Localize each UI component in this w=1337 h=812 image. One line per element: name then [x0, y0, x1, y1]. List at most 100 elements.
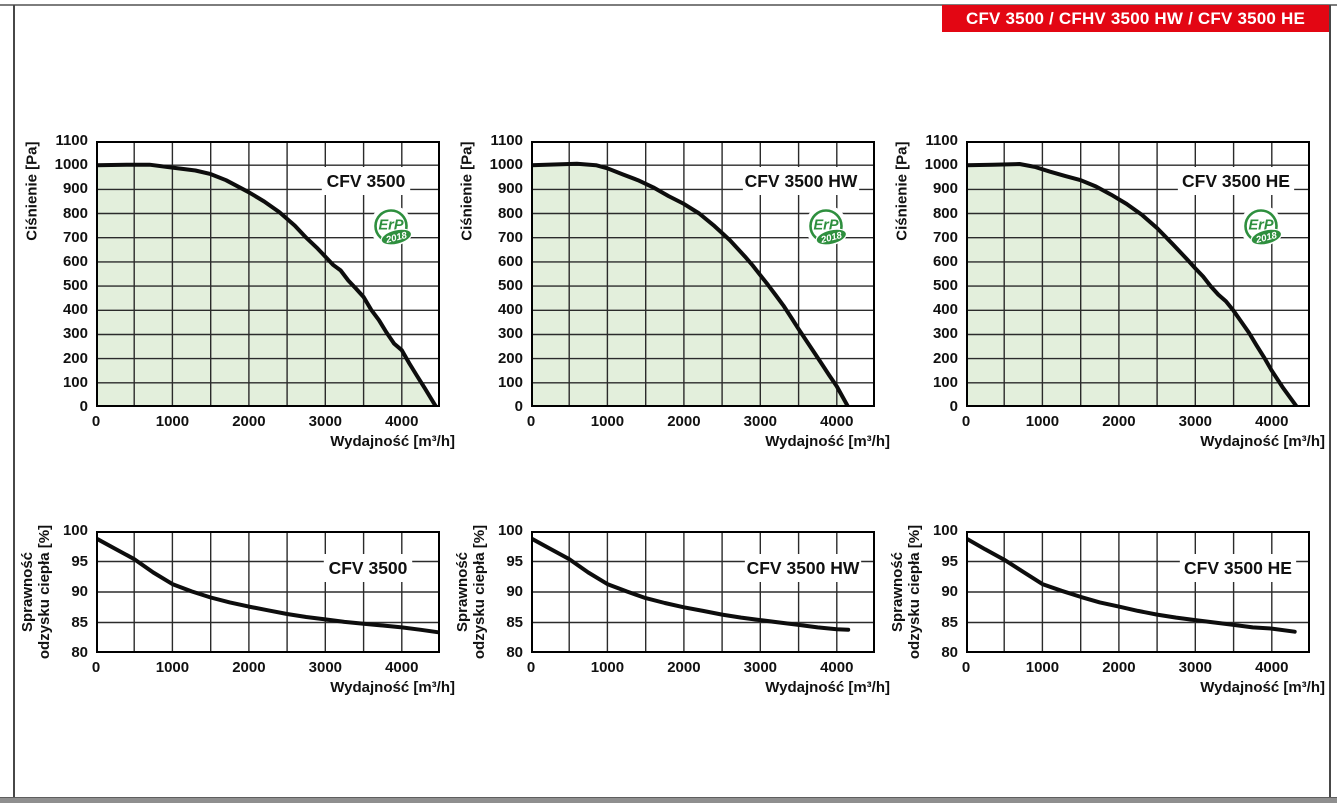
grid-lines	[96, 531, 440, 653]
x-axis-title: Wydajność [m³/h]	[1200, 433, 1325, 450]
y-tick-label: 100	[932, 522, 958, 539]
x-tick-label: 1000	[590, 659, 625, 676]
chart-title-label: CFV 3500 HW	[745, 171, 858, 191]
chart-title-backing	[742, 167, 860, 195]
y-tick-label: 1000	[924, 156, 958, 174]
grid-lines	[966, 141, 1310, 407]
y-tick-label: 200	[497, 349, 523, 367]
y-tick-label: 600	[932, 252, 958, 270]
y-tick-label: 200	[62, 349, 88, 367]
x-tick-label: 1000	[155, 413, 190, 430]
x-tick-label: 0	[91, 659, 101, 676]
y-tick-label: 1100	[490, 132, 523, 149]
page-border-bottom	[0, 797, 1337, 803]
y-tick-label: 85	[71, 613, 88, 631]
y-tick-label: 800	[497, 204, 523, 222]
y-axis-title-line: odzysku ciepła [%]	[906, 524, 923, 660]
y-tick-label: 80	[941, 644, 958, 661]
y-tick-label: 85	[506, 613, 523, 631]
x-tick-label: 0	[961, 413, 971, 430]
y-axis-title: Sprawność odzysku ciepła [%]	[19, 517, 53, 667]
chart-title-label: CFV 3500 HE	[1184, 558, 1292, 578]
y-tick-label: 500	[932, 277, 958, 295]
x-axis-title: Wydajność [m³/h]	[765, 679, 890, 696]
y-tick-label: 900	[932, 180, 958, 198]
x-tick-label: 4000	[820, 413, 854, 430]
y-tick-label: 800	[62, 204, 88, 222]
grid-lines	[966, 531, 1310, 653]
chart-title-backing	[744, 554, 862, 582]
curve-area-fill	[531, 163, 849, 407]
y-axis-title-line: odzysku ciepła [%]	[471, 524, 488, 660]
grid-lines	[531, 531, 875, 653]
y-tick-label: 900	[62, 180, 88, 198]
page-border-top	[0, 4, 1337, 6]
y-tick-label: 300	[62, 325, 88, 343]
y-axis-title-line: Ciśnienie [Pa]	[23, 141, 41, 241]
chart-title-label: CFV 3500	[329, 558, 408, 578]
x-tick-label: 1000	[590, 413, 625, 430]
chart-title-backing	[321, 167, 411, 195]
x-tick-label: 0	[526, 413, 536, 430]
y-tick-label: 300	[932, 325, 958, 343]
x-tick-label: 1000	[1025, 413, 1060, 430]
page-border-right	[1329, 5, 1331, 797]
svg-text:2018: 2018	[384, 230, 409, 246]
y-axis-title-line: Ciśnienie [Pa]	[893, 141, 911, 241]
chart-title-backing	[323, 554, 413, 582]
y-tick-label: 600	[497, 252, 523, 270]
y-tick-label: 80	[506, 644, 523, 661]
x-tick-label: 2000	[1102, 413, 1136, 430]
y-tick-label: 500	[62, 277, 88, 295]
chart-title-label: CFV 3500	[327, 171, 406, 191]
y-tick-label: 700	[932, 228, 958, 246]
y-tick-label: 100	[497, 373, 523, 391]
y-tick-label: 100	[62, 522, 88, 539]
x-tick-label: 3000	[1178, 413, 1213, 430]
y-tick-label: 80	[71, 644, 88, 661]
plot-efficiency-cfv-3500-he: CFV 3500 HE	[966, 531, 1310, 653]
y-tick-label: 1000	[489, 156, 523, 174]
y-tick-label: 90	[71, 583, 88, 600]
plot-efficiency-cfv-3500: CFV 3500	[96, 531, 440, 653]
performance-curve	[96, 162, 439, 407]
y-axis-title-line: Sprawność	[19, 551, 36, 633]
y-tick-label: 700	[62, 228, 88, 246]
chart-title-label: CFV 3500 HE	[1182, 171, 1290, 191]
chart-title-backing	[1179, 554, 1297, 582]
plot-border	[966, 141, 1310, 407]
y-tick-label: 900	[497, 180, 523, 198]
x-tick-label: 1000	[1025, 659, 1060, 676]
y-tick-label: 0	[79, 398, 88, 415]
x-tick-label: 4000	[1255, 659, 1289, 676]
y-tick-label: 90	[506, 583, 523, 600]
x-tick-label: 2000	[232, 659, 266, 676]
svg-text:2018: 2018	[819, 230, 844, 246]
y-tick-label: 100	[932, 373, 958, 391]
x-tick-label: 2000	[1102, 659, 1136, 676]
x-axis-title: Wydajność [m³/h]	[330, 433, 455, 450]
x-tick-label: 0	[526, 659, 536, 676]
y-axis-title: Ciśnienie [Pa]	[459, 141, 476, 407]
y-tick-label: 95	[941, 552, 958, 570]
x-tick-label: 2000	[667, 413, 701, 430]
performance-curve	[966, 162, 1299, 407]
x-tick-label: 3000	[308, 659, 343, 676]
plot-border	[966, 531, 1310, 653]
y-tick-label: 90	[941, 583, 958, 600]
y-axis-title: Sprawność odzysku ciepła [%]	[889, 517, 923, 667]
grid-lines	[531, 141, 875, 407]
plot-border	[531, 531, 875, 653]
x-tick-label: 3000	[743, 659, 778, 676]
x-tick-label: 3000	[1178, 659, 1213, 676]
performance-curve	[531, 536, 851, 632]
page-border-left	[13, 5, 15, 797]
y-tick-label: 95	[506, 552, 523, 570]
